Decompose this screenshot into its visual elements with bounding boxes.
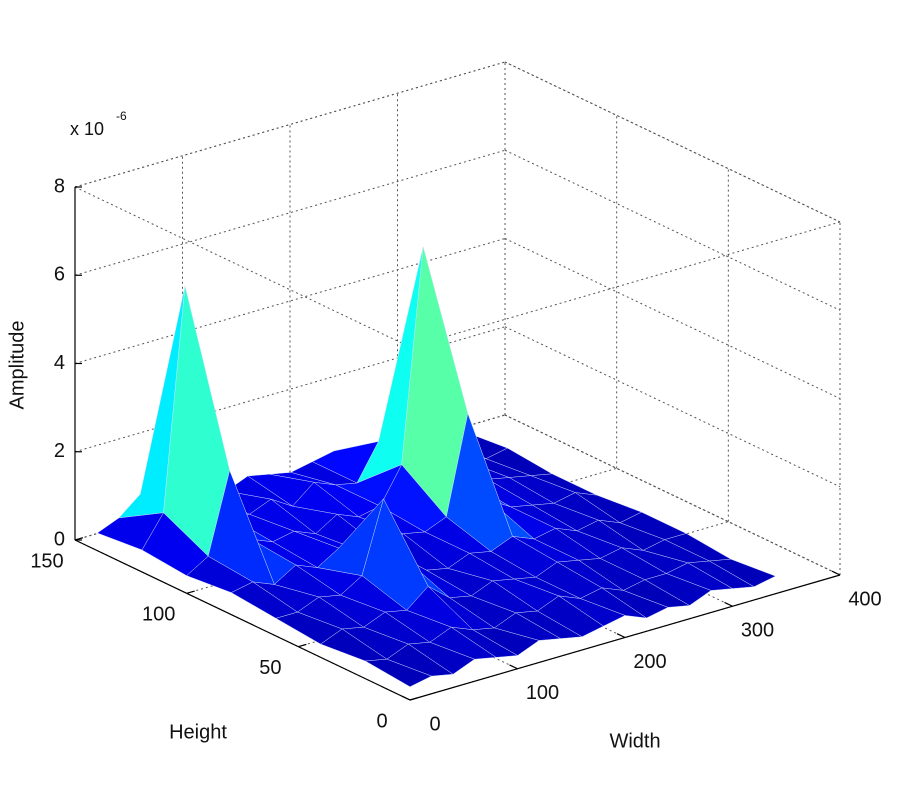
x-tick-label: 200 bbox=[633, 651, 666, 673]
surface-cell bbox=[364, 658, 432, 687]
grid-line bbox=[504, 326, 841, 488]
y-tick-label: 50 bbox=[259, 657, 281, 679]
x-tick-label: 400 bbox=[848, 588, 881, 610]
z-tick-label: 0 bbox=[54, 528, 65, 550]
grid-line bbox=[504, 414, 841, 576]
grid-line bbox=[504, 238, 841, 399]
z-tick-label: 2 bbox=[54, 440, 65, 462]
y-tick bbox=[186, 590, 195, 594]
x-tick-label: 100 bbox=[526, 682, 559, 704]
box-edge bbox=[409, 221, 841, 348]
z-tick-label: 4 bbox=[54, 352, 65, 374]
y-tick bbox=[409, 697, 419, 701]
box-edge bbox=[74, 186, 411, 348]
x-tick bbox=[401, 695, 411, 701]
z-tick-label: 8 bbox=[54, 175, 65, 197]
z-axis-label: Amplitude bbox=[6, 321, 28, 410]
y-tick-label: 100 bbox=[142, 604, 175, 626]
x-axis-label: Width bbox=[609, 730, 660, 752]
x-tick bbox=[509, 664, 518, 670]
surface bbox=[96, 246, 776, 687]
y-axis bbox=[74, 539, 411, 701]
y-tick bbox=[74, 537, 84, 541]
x-tick bbox=[724, 601, 733, 607]
y-tick bbox=[298, 643, 307, 648]
z-tick-label: 6 bbox=[54, 264, 65, 286]
x-tick-label: 0 bbox=[429, 713, 440, 735]
grid-line bbox=[74, 61, 506, 188]
y-tick-label: 150 bbox=[30, 550, 63, 572]
grid-line bbox=[504, 61, 841, 223]
y-tick-label: 0 bbox=[376, 710, 387, 732]
x-tick bbox=[831, 570, 841, 576]
grid-line bbox=[504, 149, 841, 311]
y-axis-label: Height bbox=[169, 721, 227, 743]
x-tick-label: 300 bbox=[741, 620, 774, 642]
x-tick bbox=[616, 633, 626, 639]
z-multiplier: x 10 bbox=[70, 119, 104, 139]
z-multiplier-exponent: -6 bbox=[116, 109, 127, 123]
